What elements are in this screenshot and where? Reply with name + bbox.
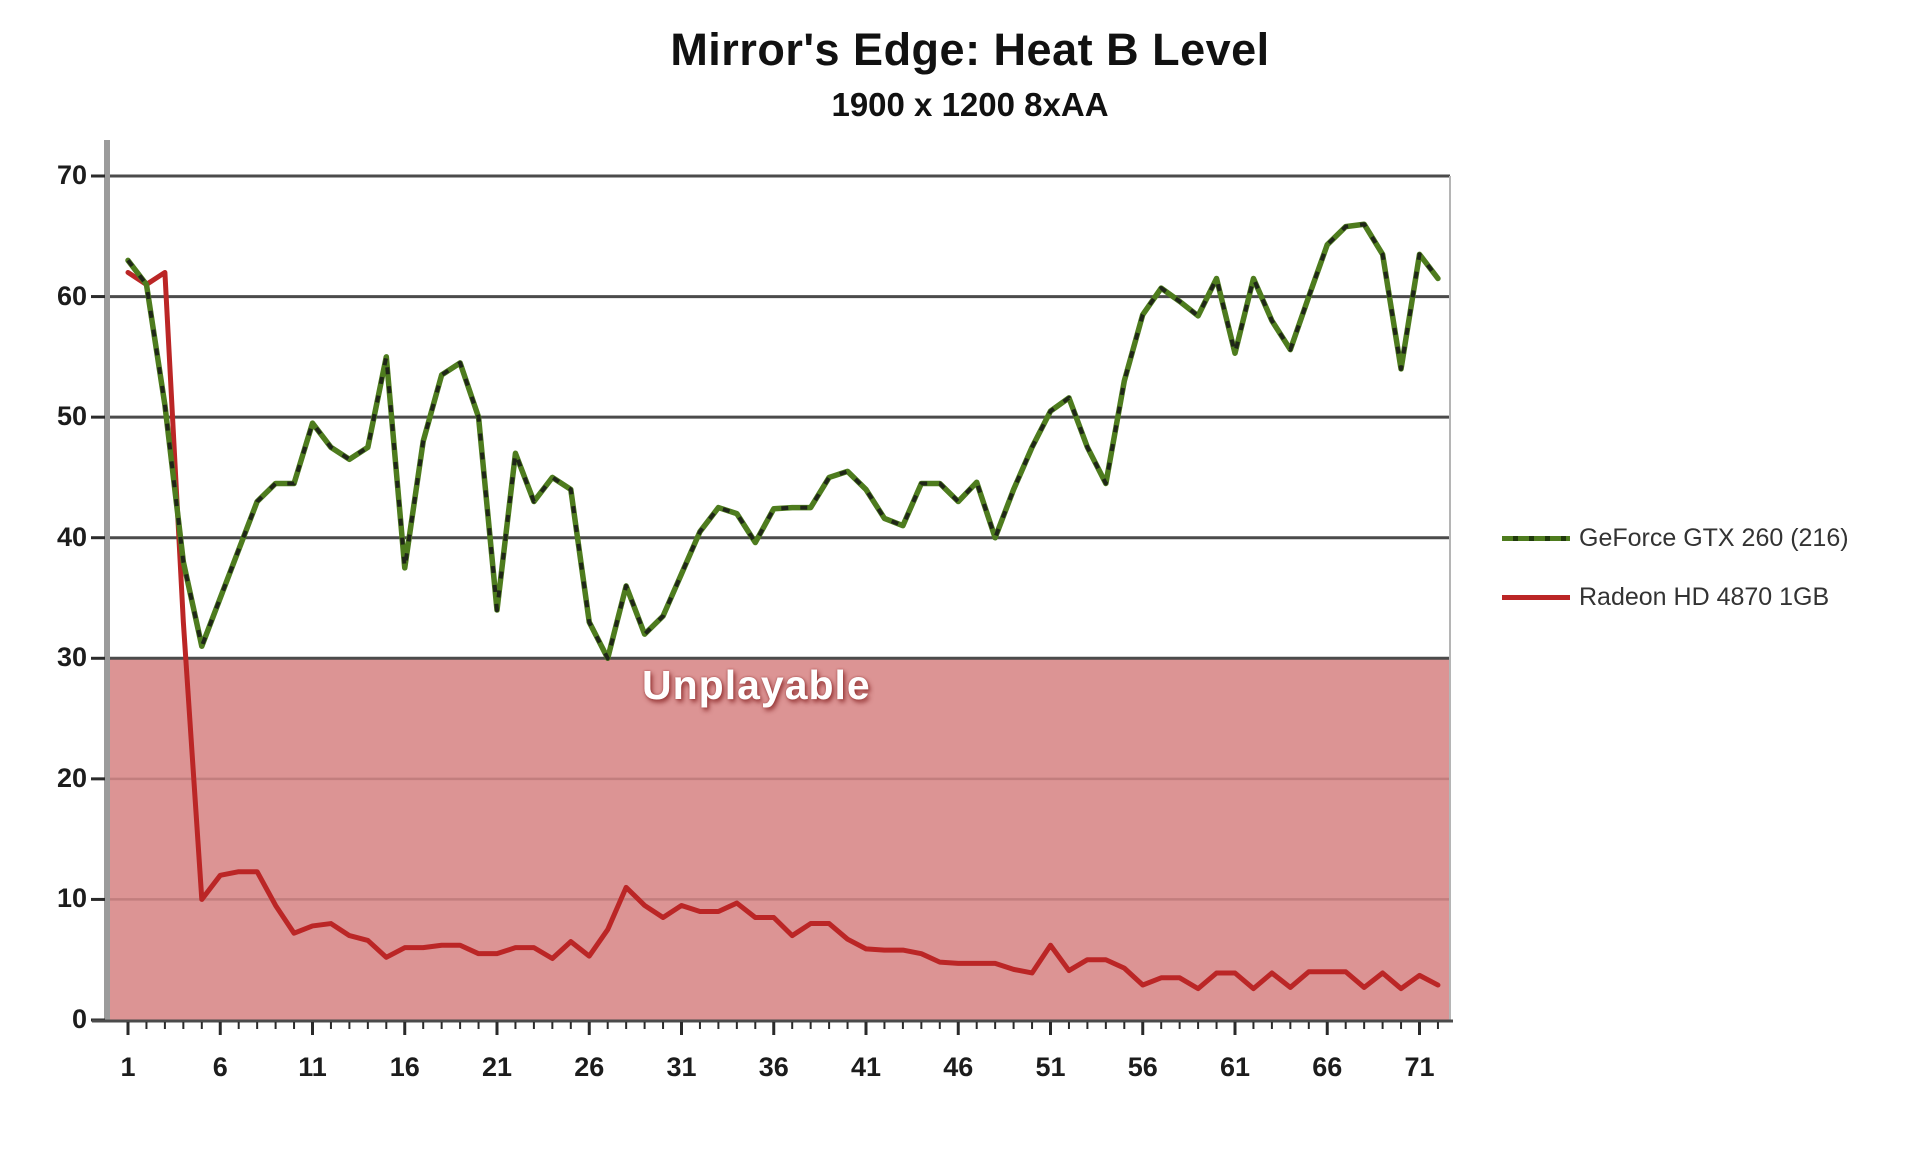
chart-header: Mirror's Edge: Heat B Level 1900 x 1200 … (100, 0, 1840, 124)
y-tick-label: 60 (56, 280, 87, 311)
x-tick-label: 41 (850, 1052, 882, 1082)
y-tick-label: 10 (56, 883, 87, 914)
y-tick-label: 30 (56, 642, 87, 673)
legend-label-geforce: GeForce GTX 260 (216) (1579, 524, 1849, 552)
legend-item-geforce: GeForce GTX 260 (216) (1502, 524, 1849, 553)
legend: GeForce GTX 260 (216) Radeon HD 4870 1GB (1502, 524, 1849, 642)
x-tick-label: 61 (1219, 1052, 1251, 1082)
x-tick-label: 56 (1127, 1052, 1158, 1082)
geforce-series-dashes (126, 222, 1440, 661)
y-tick-label: 0 (71, 1004, 87, 1034)
radeon-line-swatch (1502, 595, 1570, 600)
geforce-line-swatch (1502, 536, 1570, 541)
x-tick-label: 51 (1035, 1052, 1066, 1082)
unplayable-band (105, 658, 1450, 1020)
radeon-series-line (125, 269, 1441, 992)
x-tick-label: 6 (212, 1052, 228, 1082)
x-tick-label: 11 (298, 1052, 327, 1082)
y-tick-label: 50 (56, 401, 87, 432)
chart-title: Mirror's Edge: Heat B Level (670, 24, 1270, 75)
y-tick-label: 20 (56, 762, 87, 793)
x-tick-label: 16 (389, 1052, 420, 1082)
y-tick-label: 70 (56, 160, 87, 190)
chart-subtitle: 1900 x 1200 8xAA (831, 86, 1109, 123)
x-tick-label: 1 (120, 1052, 136, 1082)
legend-label-radeon: Radeon HD 4870 1GB (1579, 583, 1830, 611)
x-tick-label: 66 (1312, 1052, 1343, 1082)
legend-item-radeon: Radeon HD 4870 1GB (1502, 583, 1849, 612)
x-tick-label: 31 (666, 1052, 697, 1082)
x-tick-label: 26 (574, 1052, 605, 1082)
geforce-series-line (125, 221, 1441, 662)
x-tick-label: 21 (481, 1052, 513, 1082)
y-tick-label: 40 (56, 521, 87, 552)
unplayable-band-label: Unplayable (642, 662, 871, 708)
x-tick-label: 46 (943, 1052, 974, 1082)
x-tick-label: 71 (1404, 1052, 1435, 1082)
x-tick-label: 36 (758, 1052, 789, 1082)
